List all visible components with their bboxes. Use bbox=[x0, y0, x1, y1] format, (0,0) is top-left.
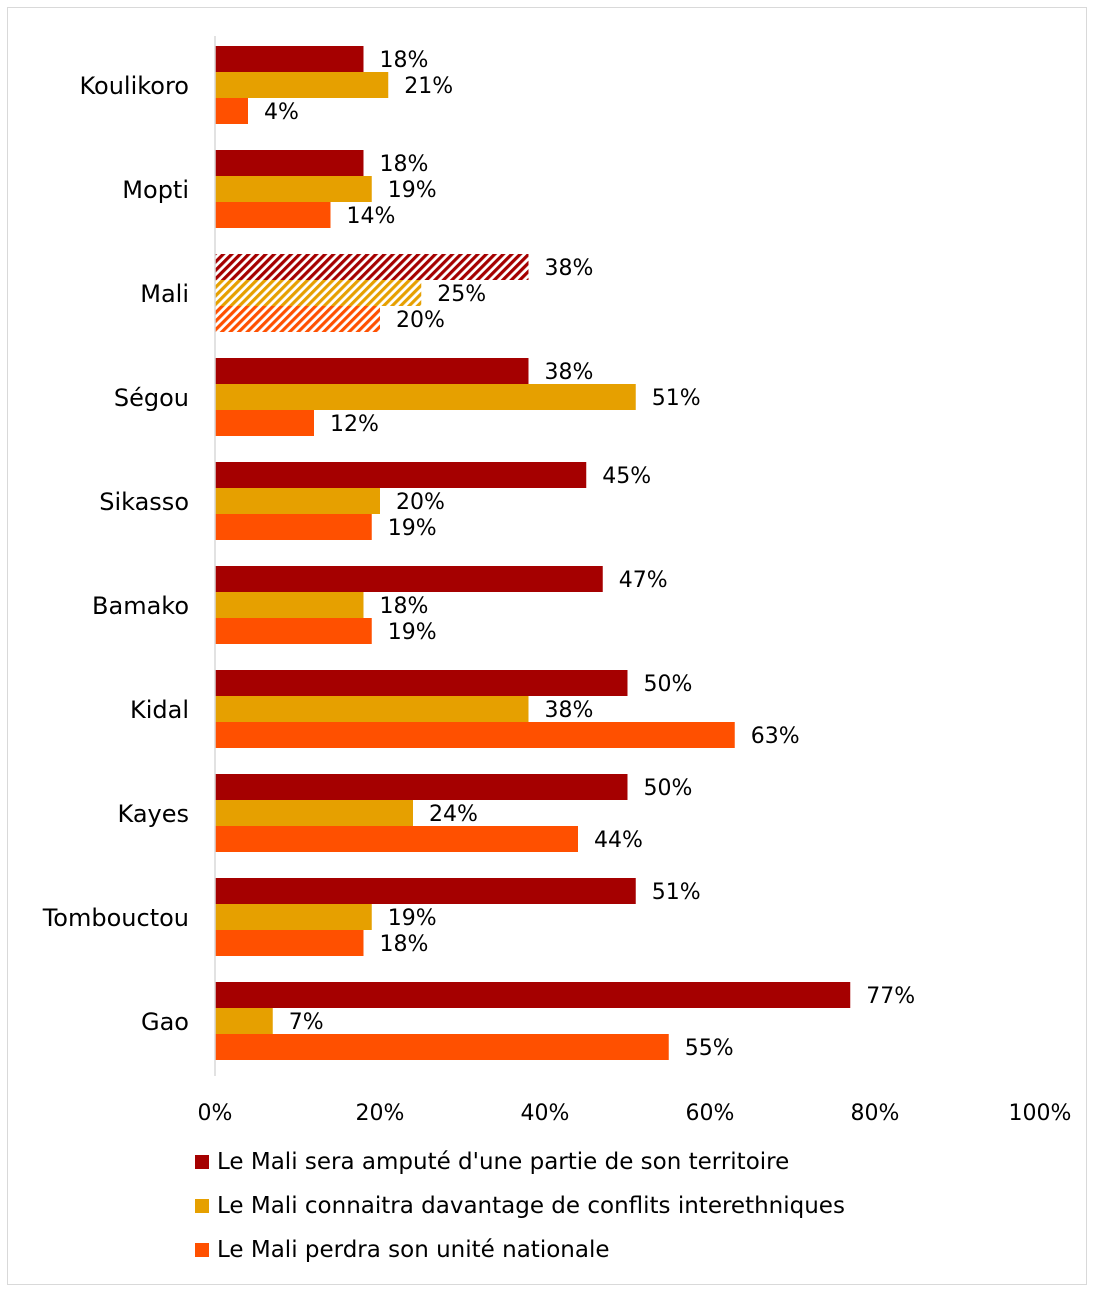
bar-koulikoro-series-2 bbox=[215, 72, 389, 98]
x-tick-label: 0% bbox=[198, 1101, 233, 1126]
bar-mopti-series-3 bbox=[215, 202, 331, 228]
bar-mali-series-2 bbox=[215, 280, 422, 306]
bar-sikasso-series-1 bbox=[215, 462, 587, 488]
bar-segou-series-3 bbox=[215, 410, 314, 436]
bar-group-gao: Gao 77% 7% 55% bbox=[141, 982, 915, 1061]
data-label-gao-series-2: 7% bbox=[289, 1010, 324, 1035]
bar-kidal-series-1 bbox=[215, 670, 628, 696]
category-label-kayes: Kayes bbox=[118, 800, 190, 828]
legend-swatch bbox=[195, 1243, 209, 1257]
category-label-segou: Ségou bbox=[114, 384, 189, 412]
data-label-kidal-series-2: 38% bbox=[545, 698, 594, 723]
x-tick-label: 20% bbox=[356, 1101, 405, 1126]
bar-tombouctou-series-2 bbox=[215, 904, 372, 930]
category-label-gao: Gao bbox=[141, 1008, 189, 1036]
chart-frame bbox=[7, 7, 1087, 1285]
bar-gao-series-1 bbox=[215, 982, 851, 1008]
legend-label: Le Mali perdra son unité nationale bbox=[217, 1237, 610, 1263]
bar-kayes-series-2 bbox=[215, 800, 413, 826]
bar-mali-series-3 bbox=[215, 306, 380, 332]
bar-mali-series-1 bbox=[215, 254, 529, 280]
bar-gao-series-3 bbox=[215, 1034, 669, 1060]
data-label-koulikoro-series-3: 4% bbox=[264, 100, 299, 125]
category-label-sikasso: Sikasso bbox=[99, 488, 189, 516]
data-label-mali-series-1: 38% bbox=[545, 256, 594, 281]
bar-kayes-series-1 bbox=[215, 774, 628, 800]
data-label-tombouctou-series-1: 51% bbox=[652, 880, 701, 905]
data-label-kayes-series-2: 24% bbox=[429, 802, 478, 827]
bar-group-kayes: Kayes 50% 24% 44% bbox=[118, 774, 693, 853]
legend: Le Mali sera amputé d'une partie de son … bbox=[195, 1147, 845, 1279]
data-label-segou-series-1: 38% bbox=[545, 360, 594, 385]
bar-koulikoro-series-3 bbox=[215, 98, 248, 124]
bar-mopti-series-1 bbox=[215, 150, 364, 176]
data-label-segou-series-2: 51% bbox=[652, 386, 701, 411]
data-label-tombouctou-series-2: 19% bbox=[388, 906, 437, 931]
category-label-bamako: Bamako bbox=[92, 592, 189, 620]
bar-bamako-series-2 bbox=[215, 592, 364, 618]
data-label-bamako-series-1: 47% bbox=[619, 568, 668, 593]
bar-bamako-series-3 bbox=[215, 618, 372, 644]
data-label-kayes-series-1: 50% bbox=[644, 776, 693, 801]
data-label-sikasso-series-2: 20% bbox=[396, 490, 445, 515]
bar-segou-series-2 bbox=[215, 384, 636, 410]
data-label-kidal-series-1: 50% bbox=[644, 672, 693, 697]
data-label-sikasso-series-1: 45% bbox=[602, 464, 651, 489]
category-label-mali: Mali bbox=[140, 280, 189, 308]
bar-group-tombouctou: Tombouctou 51% 19%18% bbox=[42, 878, 701, 957]
legend-swatch bbox=[195, 1155, 209, 1169]
bar-kidal-series-2 bbox=[215, 696, 529, 722]
legend-label: Le Mali sera amputé d'une partie de son … bbox=[217, 1149, 790, 1175]
legend-label: Le Mali connaitra davantage de conflits … bbox=[217, 1193, 845, 1219]
data-label-segou-series-3: 12% bbox=[330, 412, 379, 437]
x-tick-label: 80% bbox=[851, 1101, 900, 1126]
bar-kayes-series-3 bbox=[215, 826, 578, 852]
bar-gao-series-2 bbox=[215, 1008, 273, 1034]
x-tick-label: 60% bbox=[686, 1101, 735, 1126]
data-label-koulikoro-series-1: 18% bbox=[380, 48, 429, 73]
bar-sikasso-series-2 bbox=[215, 488, 380, 514]
data-label-mopti-series-1: 18% bbox=[380, 152, 429, 177]
category-label-koulikoro: Koulikoro bbox=[79, 72, 189, 100]
bar-group-mopti: Mopti 18%19%14% bbox=[122, 150, 437, 229]
data-label-mopti-series-3: 14% bbox=[347, 204, 396, 229]
bar-tombouctou-series-1 bbox=[215, 878, 636, 904]
legend-item-2: Le Mali connaitra davantage de conflits … bbox=[195, 1191, 845, 1221]
category-label-tombouctou: Tombouctou bbox=[42, 904, 189, 932]
data-label-tombouctou-series-3: 18% bbox=[380, 932, 429, 957]
bar-group-sikasso: Sikasso 45% 20%19% bbox=[99, 462, 651, 541]
bar-sikasso-series-3 bbox=[215, 514, 372, 540]
bar-group-bamako: Bamako 47% 18%19% bbox=[92, 566, 668, 645]
legend-swatch bbox=[195, 1199, 209, 1213]
data-label-kidal-series-3: 63% bbox=[751, 724, 800, 749]
category-label-kidal: Kidal bbox=[130, 696, 189, 724]
bar-group-kidal: Kidal 50% 38% 63% bbox=[130, 670, 800, 749]
bar-group-segou: Ségou 38% 51% 12% bbox=[114, 358, 701, 437]
data-label-bamako-series-3: 19% bbox=[388, 620, 437, 645]
x-tick-label: 40% bbox=[521, 1101, 570, 1126]
data-label-gao-series-3: 55% bbox=[685, 1036, 734, 1061]
x-tick-label: 100% bbox=[1009, 1101, 1072, 1126]
bar-koulikoro-series-1 bbox=[215, 46, 364, 72]
data-label-bamako-series-2: 18% bbox=[380, 594, 429, 619]
data-label-mali-series-3: 20% bbox=[396, 308, 445, 333]
legend-item-3: Le Mali perdra son unité nationale bbox=[195, 1235, 845, 1265]
data-label-mali-series-2: 25% bbox=[437, 282, 486, 307]
bar-segou-series-1 bbox=[215, 358, 529, 384]
bar-tombouctou-series-3 bbox=[215, 930, 364, 956]
bar-group-koulikoro: Koulikoro 18%21% 4% bbox=[79, 46, 453, 125]
bar-mopti-series-2 bbox=[215, 176, 372, 202]
data-label-sikasso-series-3: 19% bbox=[388, 516, 437, 541]
bar-group-mali: Mali 38% 25%20% bbox=[140, 254, 593, 333]
bar-bamako-series-1 bbox=[215, 566, 603, 592]
data-label-mopti-series-2: 19% bbox=[388, 178, 437, 203]
bar-kidal-series-3 bbox=[215, 722, 735, 748]
category-label-mopti: Mopti bbox=[122, 176, 189, 204]
data-label-gao-series-1: 77% bbox=[866, 984, 915, 1009]
legend-item-1: Le Mali sera amputé d'une partie de son … bbox=[195, 1147, 845, 1177]
data-label-kayes-series-3: 44% bbox=[594, 828, 643, 853]
data-label-koulikoro-series-2: 21% bbox=[404, 74, 453, 99]
